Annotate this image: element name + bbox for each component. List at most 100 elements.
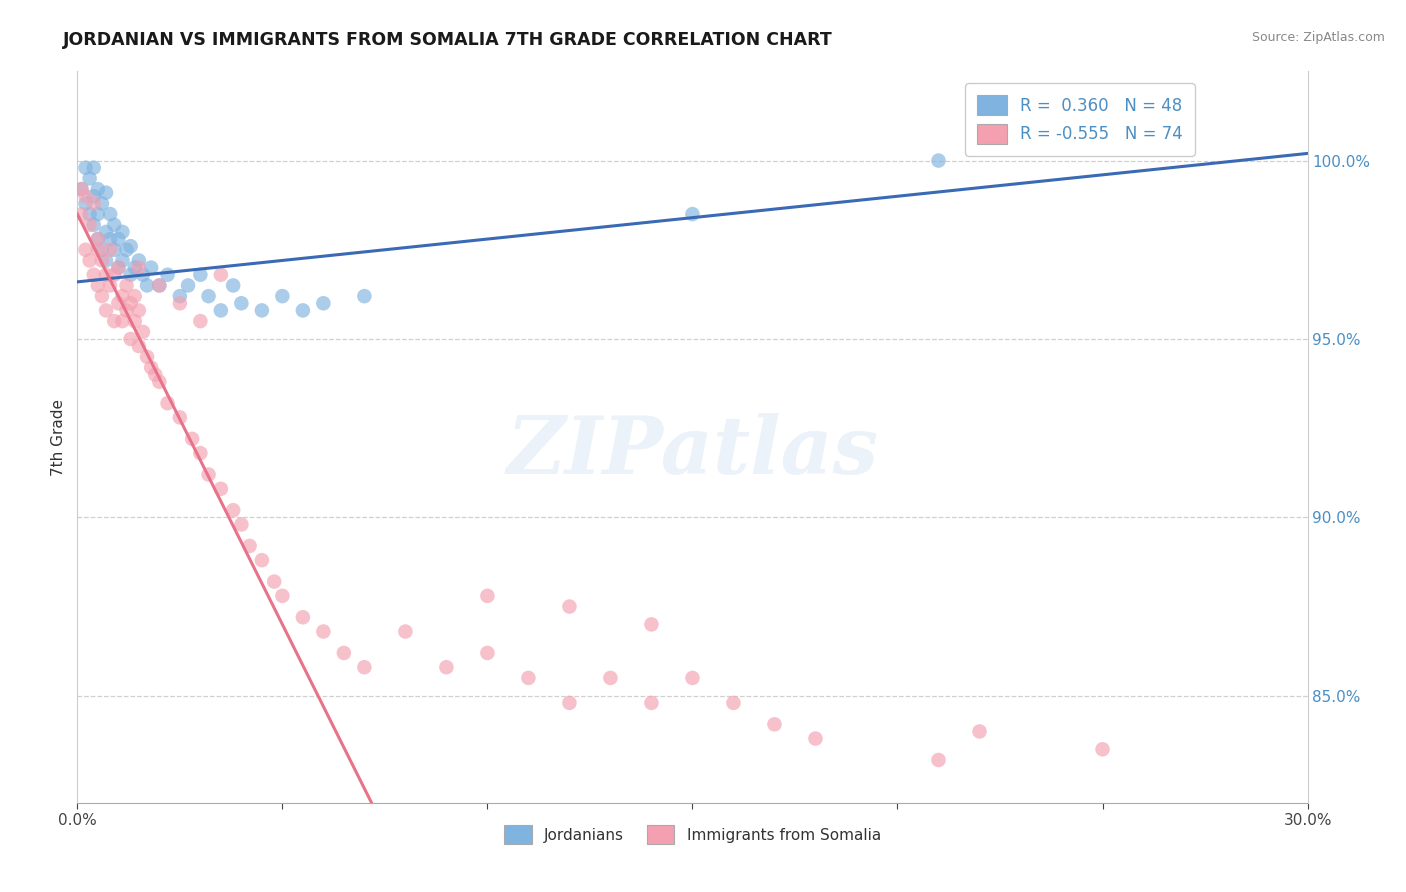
Point [79, 207, 101, 221]
Point [87, 232, 110, 246]
Legend: Jordanians, Immigrants from Somalia: Jordanians, Immigrants from Somalia [498, 819, 887, 850]
Point [75, 243, 97, 257]
Point [188, 446, 212, 460]
Point [239, 539, 262, 553]
Point [517, 671, 540, 685]
Point [103, 218, 125, 232]
Point [291, 610, 314, 624]
Point [394, 624, 416, 639]
Point [90, 196, 114, 211]
Point [271, 289, 294, 303]
Point [558, 599, 581, 614]
Point [250, 553, 273, 567]
Point [120, 239, 142, 253]
Point [128, 253, 150, 268]
Point [291, 303, 314, 318]
Text: ZIPatlas: ZIPatlas [506, 413, 879, 491]
Point [148, 278, 170, 293]
Point [1091, 742, 1114, 756]
Point [98, 232, 121, 246]
Point [124, 260, 146, 275]
Point [83, 218, 105, 232]
Point [115, 278, 138, 293]
Point [250, 303, 273, 318]
Point [94, 268, 117, 282]
Point [70, 182, 93, 196]
Point [98, 278, 121, 293]
Point [222, 278, 245, 293]
Point [928, 753, 950, 767]
Point [197, 467, 219, 482]
Point [111, 289, 134, 303]
Point [136, 350, 159, 364]
Point [231, 517, 253, 532]
Point [723, 696, 745, 710]
Point [94, 303, 117, 318]
Point [353, 660, 375, 674]
Point [120, 268, 142, 282]
Point [94, 225, 117, 239]
Point [115, 243, 138, 257]
Point [271, 589, 294, 603]
Point [103, 314, 125, 328]
Point [599, 671, 621, 685]
Point [75, 196, 97, 211]
Point [87, 232, 110, 246]
Point [83, 196, 105, 211]
Point [83, 161, 105, 175]
Point [333, 646, 356, 660]
Point [209, 268, 232, 282]
Point [209, 303, 232, 318]
Point [169, 289, 191, 303]
Point [804, 731, 827, 746]
Point [79, 253, 101, 268]
Point [169, 410, 191, 425]
Point [132, 268, 155, 282]
Point [969, 724, 991, 739]
Point [103, 268, 125, 282]
Point [558, 696, 581, 710]
Point [209, 482, 232, 496]
Point [353, 289, 375, 303]
Point [87, 182, 110, 196]
Point [124, 314, 146, 328]
Point [640, 617, 662, 632]
Point [70, 207, 93, 221]
Point [111, 314, 134, 328]
Point [107, 296, 129, 310]
Point [222, 503, 245, 517]
Point [120, 332, 142, 346]
Point [148, 278, 170, 293]
Point [98, 207, 121, 221]
Point [107, 232, 129, 246]
Point [107, 260, 129, 275]
Point [156, 396, 179, 410]
Point [763, 717, 786, 731]
Point [90, 253, 114, 268]
Point [103, 243, 125, 257]
Point [120, 296, 142, 310]
Point [263, 574, 285, 589]
Point [477, 646, 499, 660]
Point [141, 260, 163, 275]
Point [83, 189, 105, 203]
Point [141, 360, 163, 375]
Point [143, 368, 166, 382]
Point [132, 325, 155, 339]
Point [188, 268, 212, 282]
Point [231, 296, 253, 310]
Point [107, 260, 129, 275]
Point [79, 171, 101, 186]
Point [477, 589, 499, 603]
Point [124, 289, 146, 303]
Point [177, 278, 200, 293]
Point [111, 253, 134, 268]
Point [115, 303, 138, 318]
Point [312, 296, 335, 310]
Point [188, 314, 212, 328]
Point [111, 225, 134, 239]
Point [90, 243, 114, 257]
Point [75, 161, 97, 175]
Point [94, 253, 117, 268]
Point [128, 260, 150, 275]
